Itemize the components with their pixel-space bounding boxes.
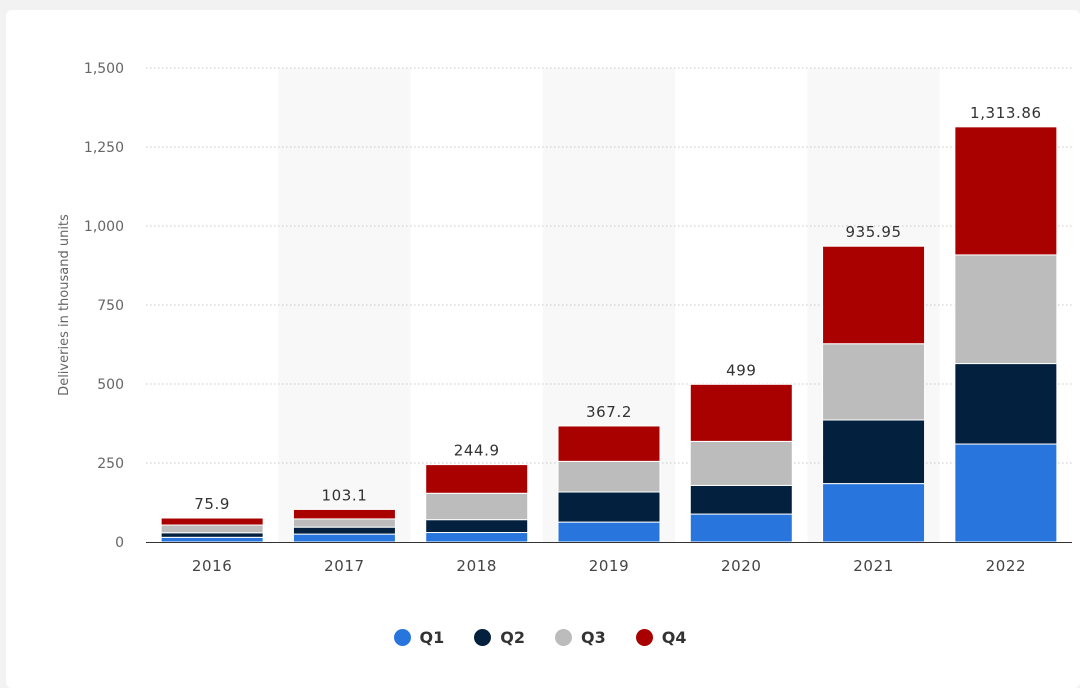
bar-2020-q1 xyxy=(689,513,793,543)
legend-item-q4[interactable]: Q4 xyxy=(635,628,687,647)
total-label-2021: 935.95 xyxy=(846,223,902,241)
band-2017 xyxy=(278,68,411,542)
y-tick-label-250: 250 xyxy=(97,456,124,472)
y-tick-label-1000: 1,000 xyxy=(84,219,124,235)
bar-2021-q4 xyxy=(822,245,926,345)
total-label-2017: 103.1 xyxy=(321,486,367,504)
bar-2018-q1 xyxy=(425,532,529,543)
bar-2022-q3 xyxy=(954,254,1058,365)
x-tick-label-2019: 2019 xyxy=(589,557,630,575)
legend-dot-q4 xyxy=(635,629,653,646)
bar-2021-q3 xyxy=(822,343,926,421)
total-label-2018: 244.9 xyxy=(454,442,500,460)
bar-2019-q2 xyxy=(557,491,661,523)
total-label-2020: 499 xyxy=(726,361,756,379)
x-tick-label-2021: 2021 xyxy=(853,557,894,575)
bar-2019-q1 xyxy=(557,521,661,543)
bar-2022-q4 xyxy=(954,126,1058,256)
legend-dot-q2 xyxy=(474,629,492,646)
legend-item-q1[interactable]: Q1 xyxy=(393,628,445,647)
bar-2021-q2 xyxy=(822,419,926,485)
x-tick-label-2022: 2022 xyxy=(986,557,1027,575)
legend-label-q3: Q3 xyxy=(581,628,606,647)
legend: Q1 Q2 Q3 Q4 xyxy=(0,628,1080,647)
bars xyxy=(160,126,1058,543)
bar-2021-q1 xyxy=(822,483,926,543)
legend-dot-q3 xyxy=(555,629,572,646)
total-label-2019: 367.2 xyxy=(586,403,632,421)
y-tick-label-750: 750 xyxy=(97,298,124,314)
bar-2018-q2 xyxy=(425,519,529,534)
legend-label-q1: Q1 xyxy=(419,628,445,647)
bar-2017-q4 xyxy=(292,508,396,520)
bar-2018-q3 xyxy=(425,492,529,521)
bar-2017-q3 xyxy=(292,518,396,528)
y-axis-ticks: 0 250 500 750 1,000 1,250 1,500 xyxy=(84,61,124,551)
x-tick-label-2017: 2017 xyxy=(324,557,365,575)
legend-item-q2[interactable]: Q2 xyxy=(474,628,525,647)
x-tick-label-2020: 2020 xyxy=(721,557,762,575)
y-tick-label-1500: 1,500 xyxy=(84,61,124,77)
bar-2019-q3 xyxy=(557,460,661,493)
bar-2022-q1 xyxy=(954,443,1058,543)
legend-label-q2: Q2 xyxy=(500,628,525,647)
bar-2022-q2 xyxy=(954,363,1058,445)
y-tick-label-1250: 1,250 xyxy=(84,140,124,156)
stacked-bar-chart: 0 250 500 750 1,000 1,250 1,500 75.9 103.1 244.9… xyxy=(57,61,1072,575)
bar-2016-q4 xyxy=(160,517,264,526)
bar-2019-q4 xyxy=(557,425,661,462)
x-tick-label-2016: 2016 xyxy=(192,557,233,575)
total-label-2022: 1,313.86 xyxy=(970,104,1042,122)
total-label-2016: 75.9 xyxy=(194,495,230,513)
x-axis-ticks: 2016 2017 2018 2019 2020 2021 2022 xyxy=(192,557,1026,575)
legend-item-q3[interactable]: Q3 xyxy=(555,628,606,647)
bar-2018-q4 xyxy=(425,464,529,494)
bar-2016-q1 xyxy=(160,536,264,543)
x-tick-label-2018: 2018 xyxy=(456,557,497,575)
y-tick-label-500: 500 xyxy=(97,377,124,393)
bar-2020-q3 xyxy=(689,440,793,486)
total-labels: 75.9 103.1 244.9 367.2 499 935.95 1,313.86 xyxy=(194,104,1041,513)
legend-label-q4: Q4 xyxy=(661,628,687,647)
legend-dot-q1 xyxy=(393,629,411,646)
bar-2020-q2 xyxy=(689,484,793,515)
bar-2020-q4 xyxy=(689,383,793,442)
bar-2016-q2 xyxy=(160,532,264,538)
bar-2017-q2 xyxy=(292,526,396,535)
bar-2017-q1 xyxy=(292,533,396,543)
y-axis-label: Deliveries in thousand units xyxy=(57,214,72,396)
y-tick-label-0: 0 xyxy=(115,535,124,551)
bar-2016-q3 xyxy=(160,524,264,534)
